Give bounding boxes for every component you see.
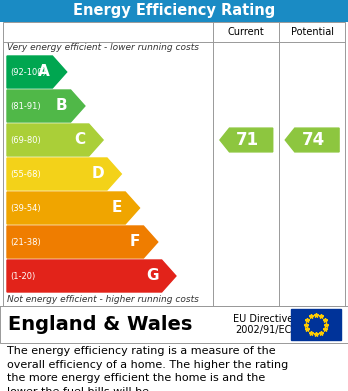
Text: 74: 74 (302, 131, 325, 149)
Text: B: B (56, 99, 68, 113)
Text: (21-38): (21-38) (10, 237, 41, 246)
Text: The energy efficiency rating is a measure of the
overall efficiency of a home. T: The energy efficiency rating is a measur… (7, 346, 288, 391)
Text: 71: 71 (236, 131, 259, 149)
Text: D: D (92, 167, 104, 181)
Text: England & Wales: England & Wales (8, 315, 192, 334)
Text: (92-100): (92-100) (10, 68, 46, 77)
Polygon shape (220, 128, 273, 152)
Bar (0, 0, 348, 22)
Text: 2002/91/EC: 2002/91/EC (235, 325, 291, 334)
Text: EU Directive: EU Directive (233, 314, 293, 325)
Polygon shape (285, 128, 339, 152)
Text: A: A (38, 65, 49, 79)
Text: G: G (146, 269, 159, 283)
Text: Potential: Potential (291, 27, 334, 37)
Polygon shape (7, 226, 158, 258)
Bar (3, 22, 345, 306)
Text: Current: Current (228, 27, 265, 37)
Text: E: E (112, 201, 122, 215)
Text: (39-54): (39-54) (10, 203, 41, 212)
Bar (291, 309, 341, 340)
Text: Very energy efficient - lower running costs: Very energy efficient - lower running co… (7, 43, 199, 52)
Text: F: F (130, 235, 141, 249)
Bar (0, 306, 348, 343)
Text: (81-91): (81-91) (10, 102, 41, 111)
Polygon shape (7, 124, 103, 156)
Text: Not energy efficient - higher running costs: Not energy efficient - higher running co… (7, 296, 199, 305)
Polygon shape (7, 260, 176, 292)
Polygon shape (7, 90, 85, 122)
Text: C: C (75, 133, 86, 147)
Text: (69-80): (69-80) (10, 136, 41, 145)
Text: (1-20): (1-20) (10, 271, 35, 280)
Polygon shape (7, 158, 121, 190)
Polygon shape (7, 56, 67, 88)
Text: (55-68): (55-68) (10, 170, 41, 179)
Text: Energy Efficiency Rating: Energy Efficiency Rating (73, 4, 275, 18)
Polygon shape (7, 192, 140, 224)
